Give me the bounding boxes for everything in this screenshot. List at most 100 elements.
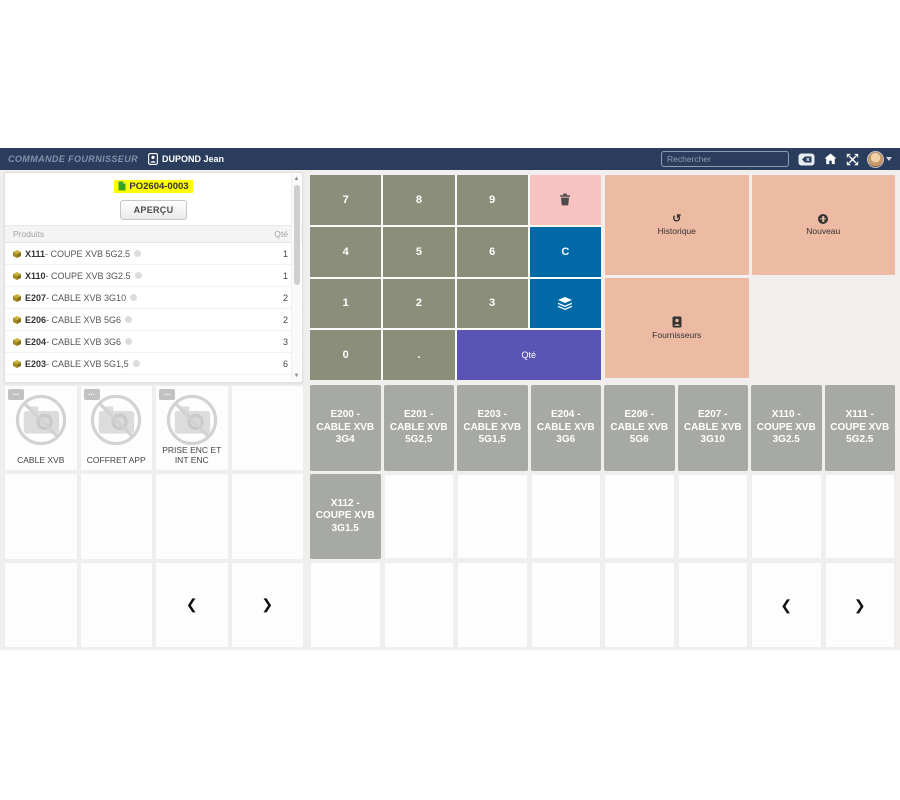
line-name: - CABLE XVB 3G6 bbox=[46, 336, 122, 347]
numpad-key-0[interactable]: 0 bbox=[310, 330, 382, 380]
category-next-page-button[interactable]: ❯ bbox=[230, 561, 304, 648]
numpad-delete-key[interactable] bbox=[529, 175, 601, 225]
scroll-down-icon[interactable]: ▼ bbox=[293, 373, 300, 379]
empty-cell bbox=[752, 278, 896, 378]
product-tile-x110[interactable]: X110 - COUPE XVB 3G2.5 bbox=[751, 385, 822, 471]
category-grid: ... CABLE XVB ... bbox=[4, 385, 304, 648]
line-qty: 2 bbox=[282, 314, 288, 325]
product-tile-e207[interactable]: E207 - CABLE XVB 3G10 bbox=[677, 385, 748, 471]
product-box-icon bbox=[13, 271, 21, 280]
product-box-icon bbox=[13, 293, 21, 302]
info-icon[interactable] bbox=[132, 360, 140, 367]
product-tile-x111[interactable]: X111 - COUPE XVB 5G2.5 bbox=[824, 385, 895, 471]
numpad-key-8[interactable]: 8 bbox=[383, 175, 455, 225]
empty-cell bbox=[230, 385, 304, 472]
category-tile-coffret-app[interactable]: ... COFFRET APP bbox=[79, 385, 153, 472]
empty-cell bbox=[4, 561, 78, 648]
numpad-key-9[interactable]: 9 bbox=[456, 175, 528, 225]
history-label: Historique bbox=[657, 226, 696, 236]
order-line[interactable]: E206 - CABLE XVB 5G6 2 bbox=[5, 309, 302, 331]
line-code: E207 bbox=[25, 292, 47, 303]
chevron-right-icon: ❯ bbox=[261, 596, 274, 613]
suppliers-button[interactable]: Fournisseurs bbox=[605, 278, 749, 378]
info-icon[interactable] bbox=[130, 294, 138, 301]
product-prev-page-button[interactable]: ❮ bbox=[751, 562, 822, 648]
history-icon: ↺ bbox=[672, 213, 682, 225]
numpad: 7 8 9 4 5 6 C 1 2 3 bbox=[310, 175, 601, 380]
numpad-clear-key[interactable]: C bbox=[529, 226, 601, 277]
fullscreen-icon[interactable] bbox=[846, 153, 859, 166]
home-icon[interactable] bbox=[824, 153, 837, 165]
trash-icon bbox=[560, 193, 571, 206]
empty-cell bbox=[310, 562, 381, 648]
line-qty: 3 bbox=[282, 336, 288, 347]
product-box-icon bbox=[13, 315, 21, 324]
order-line[interactable]: X110 - COUPE XVB 3G2.5 1 bbox=[5, 265, 302, 287]
numpad-stack-key[interactable] bbox=[529, 278, 601, 329]
product-tile-x112[interactable]: X112 - COUPE XVB 3G1.5 bbox=[310, 473, 381, 560]
info-icon[interactable] bbox=[133, 382, 140, 383]
user-badge-icon bbox=[148, 153, 158, 165]
product-tile-e206[interactable]: E206 - CABLE XVB 5G6 bbox=[604, 385, 675, 471]
numpad-qty-mode-key[interactable]: Qté bbox=[456, 330, 601, 380]
user-order-button[interactable]: DUPOND Jean bbox=[148, 153, 224, 165]
empty-cell bbox=[230, 473, 304, 560]
avatar bbox=[868, 151, 883, 167]
numpad-key-6[interactable]: 6 bbox=[456, 226, 528, 277]
info-icon[interactable] bbox=[134, 272, 142, 279]
product-box-icon bbox=[13, 249, 21, 258]
column-qty: Qté bbox=[274, 229, 288, 239]
numpad-key-7[interactable]: 7 bbox=[310, 175, 382, 225]
product-tile-e203[interactable]: E203 - CABLE XVB 5G1,5 bbox=[457, 385, 528, 471]
category-prev-page-button[interactable]: ❮ bbox=[155, 561, 229, 648]
order-line-list: X111 - COUPE XVB 5G2.5 1 X110 - COUPE XV… bbox=[5, 243, 302, 383]
new-order-label: Nouveau bbox=[806, 226, 841, 236]
product-tile-e201[interactable]: E201 - CABLE XVB 5G2,5 bbox=[383, 385, 454, 471]
numpad-key-3[interactable]: 3 bbox=[456, 278, 528, 329]
numpad-key-dot[interactable]: . bbox=[383, 330, 455, 380]
line-name: - CABLE XVB 5G6 bbox=[46, 314, 122, 325]
order-line[interactable]: E203 - CABLE XVB 5G1,5 6 bbox=[5, 353, 302, 375]
category-tile-prise-enc[interactable]: ... PRISE ENC ET INT ENC bbox=[155, 385, 229, 472]
empty-cell bbox=[383, 473, 454, 560]
product-next-page-button[interactable]: ❯ bbox=[824, 562, 895, 648]
chevron-right-icon: ❯ bbox=[853, 596, 866, 613]
scrollbar-thumb[interactable] bbox=[294, 185, 300, 285]
numpad-key-1[interactable]: 1 bbox=[310, 278, 382, 329]
line-code: E203 bbox=[25, 358, 47, 369]
order-line[interactable]: E201 - CABLE XVB 5G2,5 4 bbox=[5, 375, 302, 383]
empty-cell bbox=[79, 473, 153, 560]
backspace-icon[interactable] bbox=[798, 153, 815, 166]
plus-circle-icon bbox=[818, 214, 829, 224]
line-code: X110 bbox=[25, 270, 46, 281]
ellipsis-icon[interactable]: ... bbox=[83, 389, 100, 400]
ellipsis-icon[interactable]: ... bbox=[159, 389, 175, 400]
order-line[interactable]: E204 - CABLE XVB 3G6 3 bbox=[5, 331, 302, 353]
product-box-icon bbox=[13, 359, 21, 368]
new-order-button[interactable]: Nouveau bbox=[751, 175, 895, 275]
empty-cell bbox=[4, 473, 78, 560]
numpad-key-4[interactable]: 4 bbox=[310, 226, 382, 277]
user-name: DUPOND Jean bbox=[162, 154, 225, 164]
ellipsis-icon[interactable]: ... bbox=[8, 389, 24, 400]
info-icon[interactable] bbox=[125, 316, 133, 323]
preview-button[interactable]: APERÇU bbox=[119, 200, 188, 220]
category-label: COFFRET APP bbox=[86, 454, 146, 465]
info-icon[interactable] bbox=[134, 250, 142, 257]
numpad-key-2[interactable]: 2 bbox=[383, 278, 455, 329]
info-icon[interactable] bbox=[125, 338, 133, 345]
user-avatar-menu[interactable] bbox=[868, 151, 892, 167]
product-tile-e204[interactable]: E204 - CABLE XVB 3G6 bbox=[530, 385, 601, 471]
search-input[interactable] bbox=[661, 151, 789, 167]
product-grid: E200 - CABLE XVB 3G4 E201 - CABLE XVB 5G… bbox=[310, 385, 895, 648]
numpad-key-5[interactable]: 5 bbox=[383, 226, 455, 277]
scroll-up-icon[interactable]: ▲ bbox=[293, 176, 300, 182]
order-line[interactable]: E207 - CABLE XVB 3G10 2 bbox=[5, 287, 302, 309]
line-code: E206 bbox=[25, 314, 47, 325]
category-tile-cable-xvb[interactable]: ... CABLE XVB bbox=[4, 385, 78, 472]
order-line[interactable]: X111 - COUPE XVB 5G2.5 1 bbox=[5, 243, 302, 265]
order-reference-text: PO2604-0003 bbox=[129, 180, 189, 192]
history-button[interactable]: ↺ Historique bbox=[605, 175, 749, 275]
product-tile-e200[interactable]: E200 - CABLE XVB 3G4 bbox=[310, 385, 381, 471]
